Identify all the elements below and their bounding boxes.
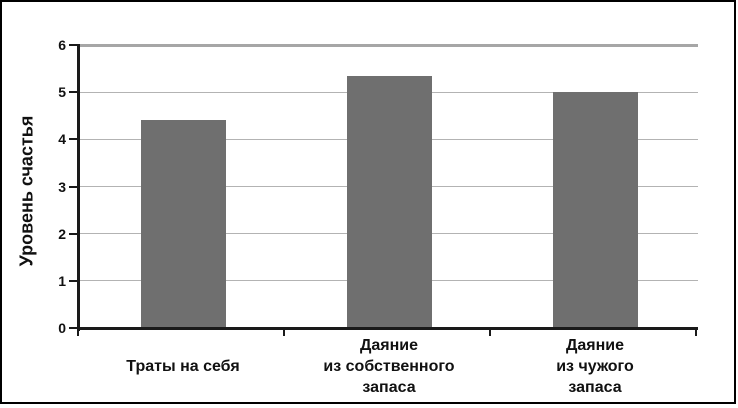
x-axis-category-labels: Траты на себя Даяние из собственного запа… <box>80 334 698 398</box>
y-tick-label-2: 2 <box>58 225 66 242</box>
category-label-3: Даяние из чужого запаса <box>556 336 634 396</box>
y-tick-label-0: 0 <box>58 320 66 336</box>
x-tick-0 <box>77 329 79 336</box>
y-tick-label-6: 6 <box>58 37 66 53</box>
y-tick-label-1: 1 <box>58 272 66 289</box>
y-tick-2 <box>69 232 77 235</box>
y-tick-label-5: 5 <box>58 84 66 101</box>
y-tick-6 <box>69 44 77 46</box>
y-tick-label-3: 3 <box>58 178 66 195</box>
bar-1 <box>140 120 226 328</box>
y-tick-1 <box>69 279 77 282</box>
x-tick-1 <box>283 329 285 336</box>
y-tick-0 <box>69 327 77 329</box>
bar-3 <box>552 92 638 328</box>
bar-2 <box>346 75 432 328</box>
category-label-2: Даяние из собственного запаса <box>323 336 455 396</box>
gridline-top <box>80 43 698 47</box>
x-axis-line <box>77 327 698 330</box>
y-axis-line <box>77 44 80 331</box>
y-tick-label-4: 4 <box>58 131 66 148</box>
y-tick-5 <box>69 91 77 94</box>
y-tick-3 <box>69 185 77 188</box>
category-label-1: Траты на себя <box>126 357 240 375</box>
x-tick-3 <box>695 329 697 336</box>
x-tick-2 <box>489 329 491 336</box>
y-tick-4 <box>69 138 77 141</box>
